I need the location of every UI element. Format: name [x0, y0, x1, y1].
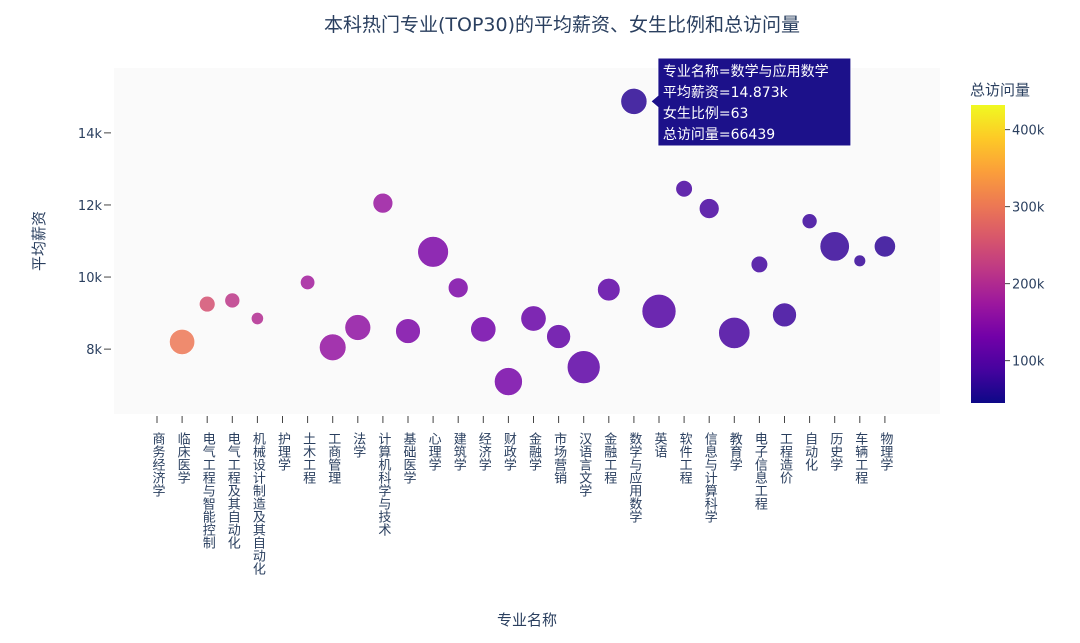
x-tick-label: 金融学 — [526, 431, 542, 471]
x-tick-label: 心理学 — [426, 432, 442, 471]
x-tick-label: 市场营销 — [551, 431, 567, 484]
scatter-point[interactable] — [344, 314, 372, 341]
x-tick-label: 历史学 — [827, 432, 843, 471]
scatter-point[interactable] — [395, 318, 421, 344]
scatter-point[interactable] — [853, 254, 866, 267]
x-tick-label: 信息与计算科学 — [702, 432, 718, 523]
colorbar-title: 总访问量 — [970, 81, 1030, 99]
x-tick-label: 物理学 — [877, 432, 893, 471]
x-tick-label: 财政学 — [501, 432, 517, 471]
scatter-point[interactable] — [718, 316, 751, 349]
x-tick-label: 软件工程 — [677, 432, 693, 485]
x-tick-label: 英语 — [652, 432, 668, 458]
x-tick-label: 护理学 — [275, 432, 291, 471]
scatter-point[interactable] — [494, 367, 523, 396]
scatter-point[interactable] — [224, 292, 241, 309]
x-tick-label: 汉语言文学 — [576, 432, 592, 497]
scatter-point[interactable] — [470, 316, 497, 343]
y-axis-title: 平均薪资 — [30, 211, 48, 271]
hover-tooltip-line: 女生比例=63 — [663, 105, 749, 122]
scatter-point[interactable] — [675, 180, 693, 198]
chart-title: 本科热门专业(TOP30)的平均薪资、女生比例和总访问量 — [324, 14, 800, 36]
x-tick-label: 商务经济学 — [150, 432, 166, 497]
colorbar-tick-label: 300k — [1012, 201, 1045, 216]
scatter-point[interactable] — [199, 295, 216, 313]
hover-tooltip-line: 平均薪资=14.873k — [663, 85, 789, 101]
x-tick-label: 电子信息工程 — [752, 432, 768, 511]
y-tick-label: 12k — [78, 199, 103, 214]
x-tick-label: 金融工程 — [601, 431, 617, 485]
scatter-point[interactable] — [300, 274, 316, 290]
scatter-point[interactable] — [546, 324, 571, 349]
hover-tooltip-line: 总访问量=66439 — [663, 127, 775, 143]
colorbar-tick-label: 200k — [1012, 278, 1045, 293]
x-tick-label: 工商管理 — [325, 432, 341, 484]
scatter-point[interactable] — [447, 277, 469, 299]
x-tick-label: 法学 — [350, 432, 366, 458]
scatter-point[interactable] — [169, 328, 196, 355]
x-tick-label: 工程造价 — [777, 432, 793, 484]
x-tick-label: 教育学 — [727, 431, 743, 471]
x-tick-label: 车辆工程 — [852, 431, 868, 485]
x-tick-label: 建筑学 — [451, 432, 467, 471]
x-tick-label: 基础医学 — [401, 432, 417, 484]
x-tick-label: 计算机科学与技术 — [375, 432, 391, 536]
scatter-point[interactable] — [417, 236, 449, 268]
scatter-point[interactable] — [250, 312, 264, 325]
scatter-point[interactable] — [801, 213, 818, 229]
hover-tooltip — [650, 57, 852, 147]
colorbar — [971, 105, 1005, 403]
x-tick-label: 电气工程及其自动化 — [225, 432, 241, 550]
scatter-point[interactable] — [873, 235, 896, 258]
scatter-point[interactable] — [520, 305, 547, 332]
scatter-point[interactable] — [819, 231, 850, 262]
x-tick-label: 自动化 — [802, 432, 818, 472]
scatter-point[interactable] — [750, 255, 769, 274]
scatter-point[interactable] — [566, 350, 601, 384]
scatter-point[interactable] — [620, 88, 648, 115]
colorbar-tick-label: 100k — [1012, 355, 1045, 370]
y-tick-label: 10k — [78, 271, 103, 286]
x-tick-label: 临床医学 — [175, 432, 191, 484]
x-tick-label: 数学与应用数学 — [626, 432, 642, 523]
scatter-point[interactable] — [597, 278, 621, 302]
y-tick-label: 14k — [78, 127, 103, 142]
hover-tooltip-line: 专业名称=数学与应用数学 — [663, 63, 829, 80]
colorbar-tick-label: 400k — [1012, 124, 1045, 139]
x-tick-label: 土木工程 — [300, 432, 316, 485]
x-tick-label: 经济学 — [476, 432, 492, 471]
scatter-point[interactable] — [319, 333, 347, 361]
scatter-point[interactable] — [641, 293, 677, 329]
scatter-point[interactable] — [372, 192, 394, 214]
x-tick-label: 机械设计制造及其自动化 — [250, 432, 266, 576]
y-tick-label: 8k — [86, 343, 102, 358]
scatter-point[interactable] — [772, 302, 797, 328]
x-axis-title: 专业名称 — [497, 611, 557, 629]
scatter-point[interactable] — [698, 198, 720, 219]
x-tick-label: 电气工程与智能控制 — [200, 432, 216, 549]
